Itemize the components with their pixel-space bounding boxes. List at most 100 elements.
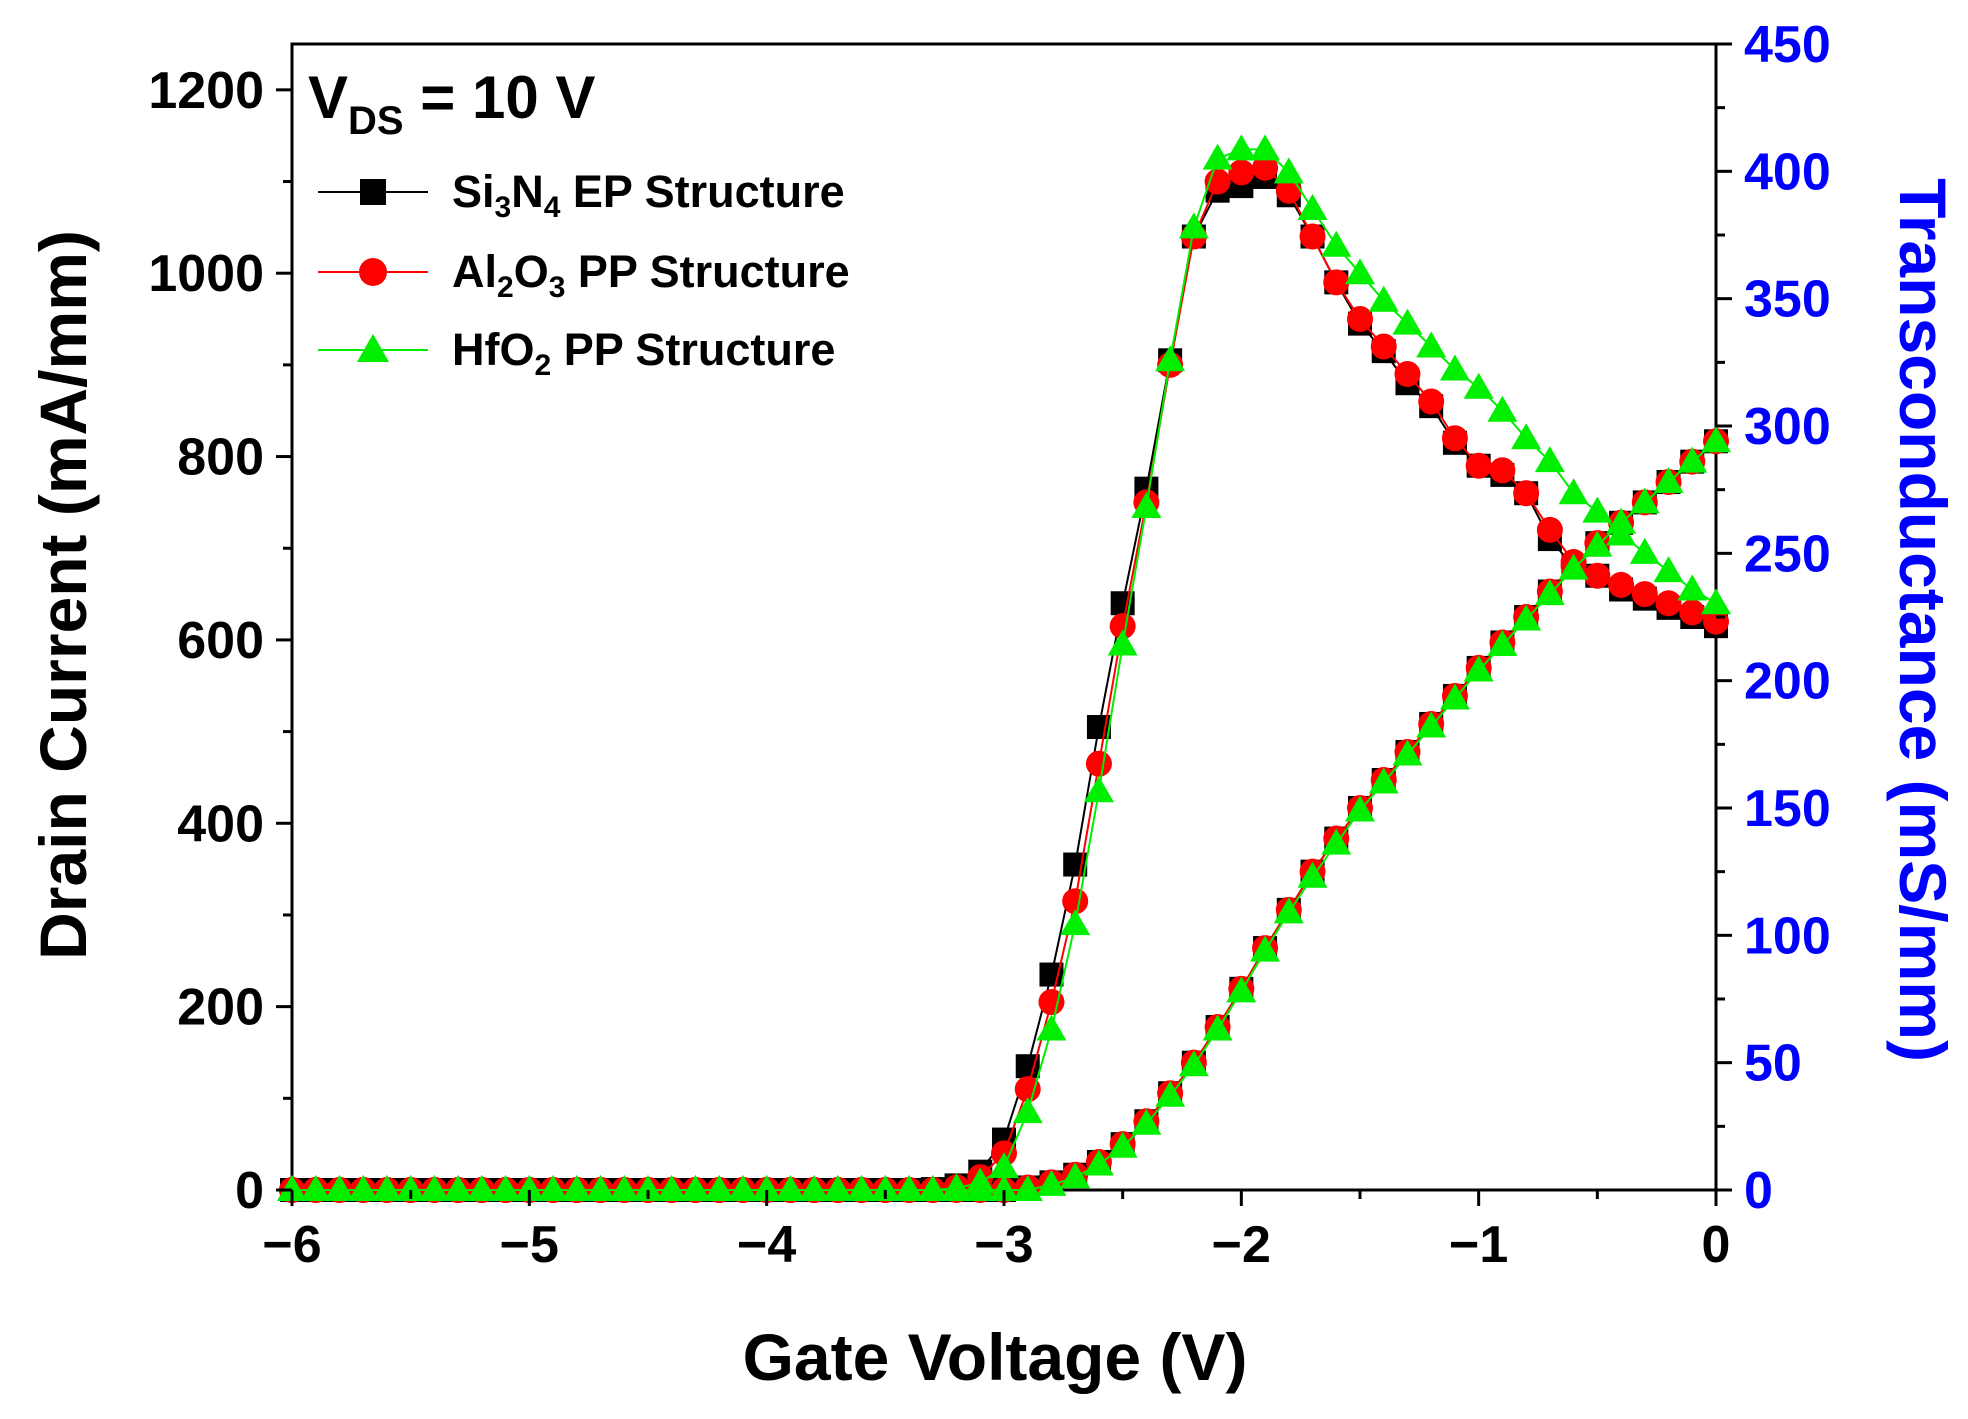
marker-triangle <box>1250 935 1281 962</box>
marker-triangle <box>1582 530 1613 557</box>
y-right-tick-label: 450 <box>1744 16 1831 74</box>
legend-label-hfo2-pre: HfO <box>452 324 535 375</box>
x-axis-title: Gate Voltage (V) <box>743 1320 1248 1394</box>
legend-label-hfo2: HfO2 PP Structure <box>452 324 835 382</box>
marker-circle <box>1014 1076 1041 1103</box>
legend-label-si3n4-sub1: 3 <box>495 191 512 224</box>
marker-triangle <box>1321 230 1352 257</box>
legend-label-al2o3-mid: O <box>514 246 549 297</box>
legend-label-al2o3-sub1: 2 <box>497 271 514 304</box>
marker-circle <box>1513 480 1540 507</box>
marker-triangle <box>633 1175 663 1201</box>
marker-triangle <box>727 1175 758 1201</box>
marker-circle <box>1703 608 1729 635</box>
marker-triangle <box>656 1175 687 1201</box>
condition-sub: DS <box>348 99 404 143</box>
marker-triangle <box>1107 629 1138 656</box>
x-tick-label: −5 <box>500 1216 559 1274</box>
marker-triangle <box>1345 258 1375 285</box>
marker-triangle <box>846 1175 877 1201</box>
marker-triangle <box>1368 767 1399 794</box>
y-ticks-left: 0 200 400 600 800 1000 1200 <box>148 62 292 1220</box>
legend-item-si3n4: Si3N4 EP Structure <box>318 166 845 224</box>
marker-triangle <box>1321 828 1352 855</box>
series-line-al2o3-gm <box>292 440 1717 1191</box>
marker-triangle <box>1178 1050 1209 1077</box>
x-tick-label: 0 <box>1702 1216 1731 1274</box>
marker-triangle <box>1653 467 1684 494</box>
legend-label-si3n4-post: EP Structure <box>560 166 844 217</box>
x-tick-label: −3 <box>974 1216 1033 1274</box>
legend-marker-triangle <box>357 334 389 362</box>
legend-label-si3n4-sub2: 4 <box>544 191 561 224</box>
marker-circle <box>1655 590 1682 617</box>
marker-triangle <box>1534 579 1565 606</box>
legend-marker-square <box>360 179 386 205</box>
y-right-tick-label: 100 <box>1744 907 1831 965</box>
legend-label-si3n4-pre: Si <box>452 166 495 217</box>
marker-triangle <box>1534 446 1565 473</box>
marker-triangle <box>1202 143 1233 170</box>
marker-triangle <box>775 1175 806 1201</box>
x-tick-label: −2 <box>1212 1216 1271 1274</box>
series-si3n4-id <box>280 164 1728 1202</box>
marker-triangle <box>1155 1080 1186 1107</box>
marker-triangle <box>348 1175 379 1201</box>
y-right-tick-label: 400 <box>1744 143 1831 201</box>
y-right-tick-label: 350 <box>1744 271 1831 329</box>
marker-triangle <box>989 1175 1019 1201</box>
marker-triangle <box>1511 423 1542 450</box>
marker-triangle <box>1677 574 1708 601</box>
series-hfo2-gm <box>277 426 1731 1201</box>
marker-circle <box>1608 571 1635 598</box>
marker-triangle <box>466 1175 497 1201</box>
marker-triangle <box>894 1175 925 1201</box>
y-right-tick-label: 0 <box>1744 1162 1773 1220</box>
y-tick-label: 1000 <box>148 245 264 303</box>
marker-triangle <box>277 1175 307 1201</box>
marker-triangle <box>561 1175 592 1201</box>
marker-circle <box>1323 269 1350 296</box>
marker-triangle <box>1487 630 1518 657</box>
marker-triangle <box>799 1175 830 1201</box>
marker-circle <box>1489 457 1516 484</box>
series-al2o3-gm <box>279 428 1729 1203</box>
marker-circle <box>1347 306 1373 333</box>
marker-triangle <box>1629 487 1660 514</box>
marker-triangle <box>1487 395 1518 422</box>
marker-triangle <box>1178 212 1209 239</box>
marker-triangle <box>941 1175 972 1201</box>
marker-circle <box>1441 425 1468 452</box>
x-tick-label: −1 <box>1449 1216 1508 1274</box>
marker-triangle <box>1060 909 1091 936</box>
marker-triangle <box>704 1175 735 1201</box>
legend-label-si3n4-mid: N <box>511 166 544 217</box>
marker-triangle <box>324 1175 355 1201</box>
marker-triangle <box>1036 1014 1067 1041</box>
y-tick-label: 1200 <box>148 62 264 120</box>
marker-triangle <box>989 1152 1019 1179</box>
marker-triangle <box>1226 134 1257 161</box>
marker-triangle <box>1558 478 1589 505</box>
marker-triangle <box>1653 556 1684 583</box>
marker-triangle <box>585 1175 616 1201</box>
x-ticks: −6 −5 −4 −3 −2 −1 0 <box>262 1190 1730 1274</box>
y-tick-label: 0 <box>235 1162 264 1220</box>
marker-circle <box>1370 333 1397 360</box>
marker-triangle <box>1012 1175 1043 1201</box>
marker-triangle <box>751 1175 782 1201</box>
marker-triangle <box>1131 491 1162 518</box>
marker-triangle <box>395 1175 426 1201</box>
y-right-tick-label: 250 <box>1744 525 1831 583</box>
marker-triangle <box>1392 308 1423 335</box>
marker-triangle <box>1511 604 1542 631</box>
marker-triangle <box>1012 1097 1043 1124</box>
marker-triangle <box>1083 1149 1114 1176</box>
marker-triangle <box>1273 157 1304 184</box>
x-tick-label: −6 <box>262 1216 321 1274</box>
marker-triangle <box>1582 496 1613 523</box>
marker-triangle <box>1416 711 1447 738</box>
marker-triangle <box>538 1175 569 1201</box>
series-line-hfo2-gm <box>292 440 1717 1191</box>
